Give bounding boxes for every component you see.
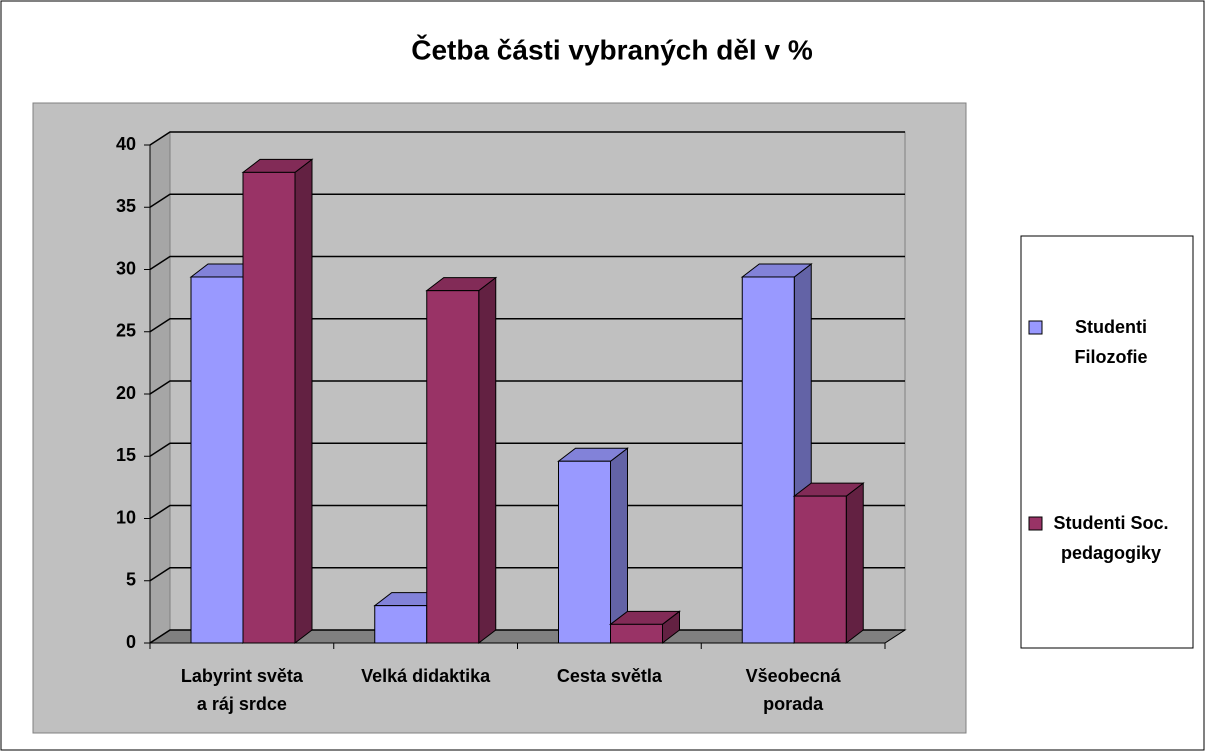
x-tick-label: Labyrint světa a ráj srdce — [180, 666, 303, 714]
y-tick-label: 35 — [116, 196, 136, 216]
chart-title: Četba části vybraných děl v % — [411, 33, 813, 65]
x-tick-label: Velká didaktika — [361, 666, 491, 686]
grid-line — [149, 504, 905, 520]
legend-box — [1020, 235, 1194, 649]
y-tick-label: 40 — [116, 134, 136, 154]
bar-side — [294, 158, 313, 645]
grid-line — [149, 442, 905, 457]
y-tick-label: 5 — [126, 570, 136, 590]
bar — [741, 276, 795, 644]
grid-line — [149, 131, 905, 146]
y-tick-label: 15 — [116, 445, 136, 465]
grid-line — [149, 193, 905, 208]
bar — [793, 495, 847, 644]
grid-line — [149, 380, 905, 395]
legend-swatch — [1028, 320, 1043, 335]
bar-side — [845, 482, 864, 645]
bar — [190, 276, 244, 644]
legend-swatch — [1028, 516, 1043, 531]
grid-line — [149, 255, 905, 271]
x-tick-label: Cesta světla — [556, 666, 662, 686]
y-tick-label: 20 — [116, 383, 136, 403]
bar — [242, 171, 296, 644]
y-tick-label: 30 — [116, 258, 136, 278]
bar — [374, 605, 428, 644]
grid-line — [149, 567, 905, 582]
bar-side — [478, 276, 497, 645]
grid-line — [149, 318, 905, 333]
legend-label: Studenti Filozofie — [1074, 317, 1148, 367]
y-tick-label: 10 — [116, 507, 136, 527]
bar — [426, 290, 480, 644]
bar — [610, 623, 663, 644]
x-tick-label: Všeobecná porada — [745, 666, 841, 714]
bar — [558, 460, 611, 644]
y-tick-label: 25 — [116, 321, 136, 341]
legend-label: Studenti Soc. pedagogiky — [1053, 513, 1169, 563]
y-tick-label: 0 — [126, 632, 136, 652]
